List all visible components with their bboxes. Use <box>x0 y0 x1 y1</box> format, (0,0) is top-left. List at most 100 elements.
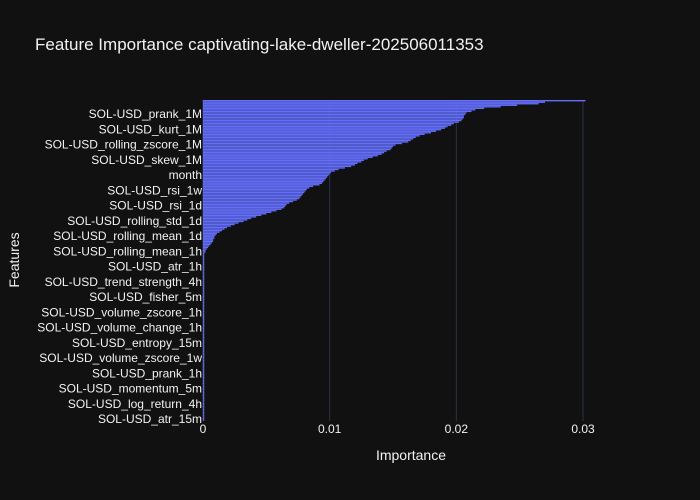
bar <box>203 243 211 246</box>
bar <box>203 130 437 132</box>
bar <box>203 107 485 110</box>
bar <box>203 388 205 391</box>
bar <box>203 100 586 102</box>
bar <box>203 277 205 279</box>
bar <box>203 196 301 198</box>
bar <box>203 352 205 354</box>
bar <box>203 121 459 123</box>
chart-title: Feature Importance captivating-lake-dwel… <box>35 35 484 54</box>
bar <box>203 356 205 359</box>
y-axis-title: Features <box>6 232 22 287</box>
bar <box>203 159 364 161</box>
bar <box>203 318 205 320</box>
bar <box>203 177 326 180</box>
y-tick-label: SOL-USD_kurt_1M <box>99 122 202 136</box>
bar <box>203 414 205 417</box>
x-tick-labels: 0 0.01 0.02 0.03 <box>200 422 595 436</box>
bar <box>203 167 345 169</box>
bar <box>203 304 205 307</box>
bar <box>203 190 306 192</box>
bar <box>203 384 205 386</box>
bar <box>203 194 302 197</box>
bar <box>203 116 464 119</box>
bar <box>203 203 287 206</box>
bar <box>203 129 442 131</box>
bar <box>203 350 205 353</box>
bar <box>203 207 285 209</box>
bar <box>203 168 339 171</box>
bar <box>203 266 205 268</box>
bar <box>203 288 205 290</box>
bar <box>203 139 411 142</box>
bar <box>203 404 205 406</box>
bar <box>203 263 205 265</box>
bar <box>203 309 205 311</box>
bar <box>203 413 205 415</box>
bar <box>203 260 205 262</box>
bar <box>203 419 205 421</box>
y-tick-label: SOL-USD_rsi_1d <box>109 199 202 213</box>
bar <box>203 346 205 348</box>
bar <box>203 252 205 255</box>
bar <box>203 223 235 226</box>
bar <box>203 182 323 184</box>
bar <box>203 110 472 113</box>
bar <box>203 347 205 350</box>
bar <box>203 239 214 241</box>
bar <box>203 381 205 383</box>
bar <box>203 361 205 363</box>
bar <box>203 144 396 146</box>
bar <box>203 151 385 154</box>
bar <box>203 181 324 183</box>
y-tick-label: SOL-USD_rolling_zscore_1M <box>45 138 202 152</box>
bar <box>203 280 205 282</box>
bar <box>203 211 272 213</box>
bar <box>203 333 205 336</box>
bar <box>203 236 215 238</box>
bar <box>203 359 205 362</box>
bar <box>203 106 501 108</box>
bar <box>203 265 205 267</box>
bar <box>203 391 205 394</box>
bar <box>203 234 216 236</box>
bar <box>203 395 205 397</box>
bar <box>203 399 205 401</box>
bar <box>203 122 454 125</box>
bar <box>203 118 463 120</box>
y-tick-label: SOL-USD_rsi_1w <box>107 183 202 197</box>
y-tick-label: SOL-USD_fisher_5m <box>89 290 202 304</box>
bar <box>203 310 205 313</box>
bar <box>203 320 205 322</box>
y-tick-label: SOL-USD_log_return_4h <box>68 397 202 411</box>
bar <box>203 335 205 337</box>
bar <box>203 202 290 204</box>
y-tick-label: SOL-USD_volume_change_1h <box>37 321 202 335</box>
bar <box>203 301 205 304</box>
bar <box>203 164 355 166</box>
bar <box>203 222 239 224</box>
bar <box>203 156 373 158</box>
bar <box>203 262 205 264</box>
bar <box>203 133 425 136</box>
bar <box>203 248 207 250</box>
bar <box>203 179 325 181</box>
x-tick-label: 0 <box>200 422 207 436</box>
bar <box>203 214 262 217</box>
bar <box>203 349 205 351</box>
bar <box>203 376 205 379</box>
bar <box>203 246 209 249</box>
bar <box>203 141 409 143</box>
bar <box>203 292 205 294</box>
bar <box>203 104 518 106</box>
bars <box>203 100 586 421</box>
bar <box>203 327 205 330</box>
bar <box>203 158 368 160</box>
bar <box>203 295 205 298</box>
bar <box>203 332 205 334</box>
bar <box>203 113 466 116</box>
bar <box>203 232 217 235</box>
bar <box>203 396 205 398</box>
bar <box>203 245 210 247</box>
y-tick-label: SOL-USD_rolling_mean_1d <box>53 229 202 243</box>
